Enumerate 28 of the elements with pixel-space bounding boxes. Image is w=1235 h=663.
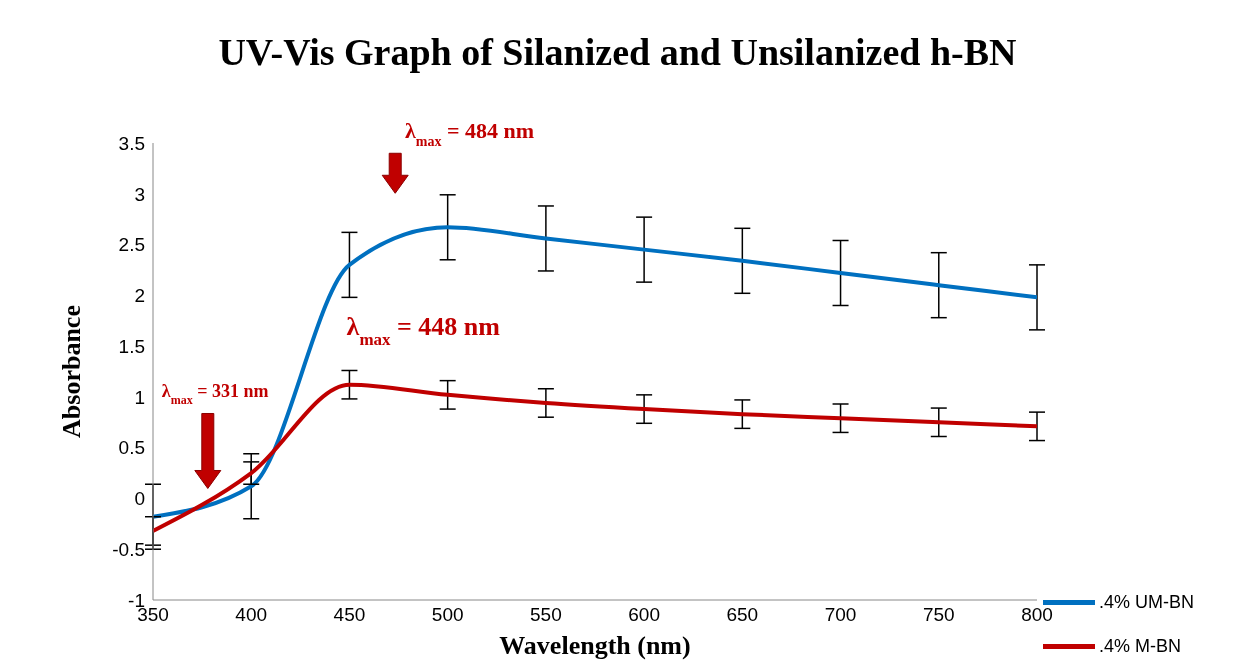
chart-title: UV-Vis Graph of Silanized and Unsilanized h-BN [217, 30, 1018, 74]
y-tick-label: 3.5 [118, 132, 145, 154]
x-tick-label: 500 [431, 604, 464, 626]
legend-label: .4% M-BN [1099, 635, 1182, 657]
x-tick-label: 650 [726, 604, 759, 626]
y-axis-title: Absorbance [57, 305, 87, 438]
y-tick-label: 2 [134, 285, 145, 307]
y-tick-label: 0 [134, 488, 145, 510]
line-series [153, 382, 1037, 533]
x-tick-label: 400 [235, 604, 268, 626]
legend-label: .4% UM-BN [1099, 591, 1195, 613]
y-tick-label: -0.5 [112, 538, 145, 560]
annotation: λ$_{max}$= 484 nm [404, 118, 535, 149]
annotation: λ$_{max}$ = 331 nm [161, 380, 269, 407]
x-tick-label: 600 [628, 604, 660, 626]
x-tick-label: 700 [824, 604, 857, 626]
x-tick-label: 800 [1021, 604, 1053, 626]
x-tick-label: 550 [530, 604, 562, 626]
annotation: λ$_{max}$= 448 nm [346, 311, 501, 349]
y-tick-label: 0.5 [118, 437, 145, 459]
x-axis-title: Wavelength (nm) [499, 631, 691, 660]
line-series [153, 225, 1037, 519]
y-tick-label: 3 [134, 183, 145, 205]
x-tick-label: 750 [922, 604, 955, 626]
y-tick-label: 1 [134, 386, 145, 408]
x-tick-label: 450 [333, 604, 366, 626]
y-tick-label: 2.5 [118, 234, 145, 256]
y-tick-label: 1.5 [118, 335, 145, 357]
